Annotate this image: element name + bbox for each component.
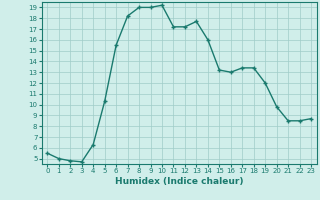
X-axis label: Humidex (Indice chaleur): Humidex (Indice chaleur) <box>115 177 244 186</box>
